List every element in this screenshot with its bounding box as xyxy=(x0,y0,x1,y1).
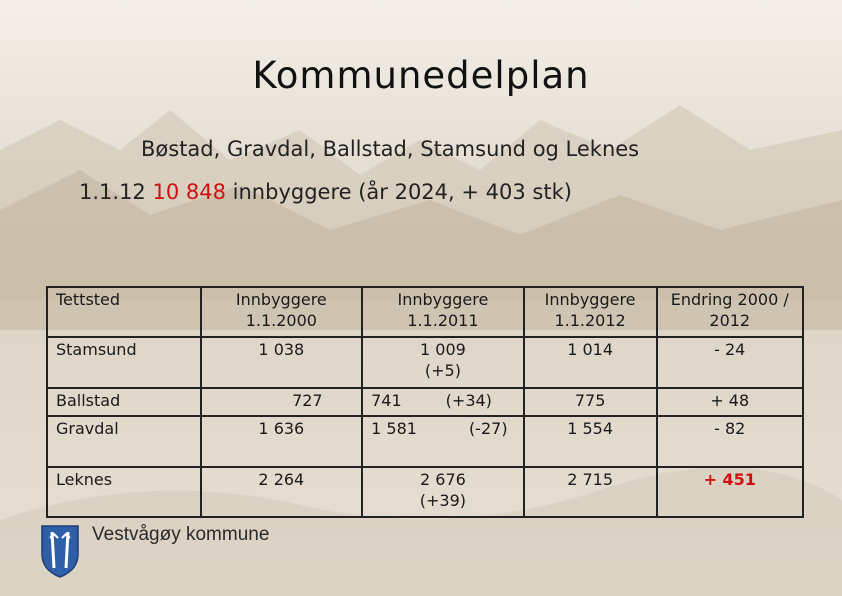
value-cell: 1 581 (-27) xyxy=(361,415,525,468)
value-cell: 727 xyxy=(199,387,364,417)
value-cell: 1 636 xyxy=(199,415,364,468)
value-cell: 2 715 xyxy=(522,466,658,518)
change-cell: + 48 xyxy=(655,387,804,417)
header-cell: Innbyggere 1.1.2000 xyxy=(199,286,364,338)
population-summary: 1.1.12 10 848 innbyggere (år 2024, + 403… xyxy=(79,180,572,204)
summary-date: 1.1.12 xyxy=(79,180,146,204)
summary-highlight-count: 10 848 xyxy=(152,180,226,204)
table-row: Ballstad 727 741 (+34) 775 + 48 xyxy=(46,387,804,417)
value-cell: 2 676 (+39) xyxy=(361,466,525,518)
place-cell: Stamsund xyxy=(46,336,202,389)
value-cell: 1 554 xyxy=(522,415,658,468)
value-cell: 1 038 xyxy=(199,336,364,389)
table-row: Stamsund 1 038 1 009 (+5) 1 014 - 24 xyxy=(46,336,804,389)
table-row: Leknes 2 264 2 676 (+39) 2 715 + 451 xyxy=(46,466,804,518)
value-cell: 775 xyxy=(522,387,658,417)
place-cell: Gravdal xyxy=(46,415,202,468)
subtitle: Bøstad, Gravdal, Ballstad, Stamsund og L… xyxy=(141,137,640,161)
coat-of-arms-icon xyxy=(40,524,80,582)
change-cell: - 24 xyxy=(655,336,804,389)
value-cell: 1 014 xyxy=(522,336,658,389)
value-cell: 2 264 xyxy=(199,466,364,518)
page-title: Kommunedelplan xyxy=(252,54,590,97)
change-cell: - 82 xyxy=(655,415,804,468)
header-cell: Innbyggere 1.1.2011 xyxy=(361,286,525,338)
table-row: Gravdal 1 636 1 581 (-27) 1 554 - 82 xyxy=(46,415,804,468)
change-cell: + 451 xyxy=(655,466,804,518)
place-cell: Leknes xyxy=(46,466,202,518)
population-table: Tettsted Innbyggere 1.1.2000 Innbyggere … xyxy=(46,286,804,518)
value-cell: 1 009 (+5) xyxy=(361,336,525,389)
logo-text: Vestvågøy kommune xyxy=(92,524,270,545)
header-cell: Tettsted xyxy=(46,286,202,338)
table-header-row: Tettsted Innbyggere 1.1.2000 Innbyggere … xyxy=(46,286,804,338)
header-cell: Endring 2000 / 2012 xyxy=(655,286,804,338)
value-cell: 741 (+34) xyxy=(361,387,525,417)
summary-text: innbyggere (år 2024, + 403 stk) xyxy=(232,180,572,204)
place-cell: Ballstad xyxy=(46,387,202,417)
header-cell: Innbyggere 1.1.2012 xyxy=(522,286,658,338)
